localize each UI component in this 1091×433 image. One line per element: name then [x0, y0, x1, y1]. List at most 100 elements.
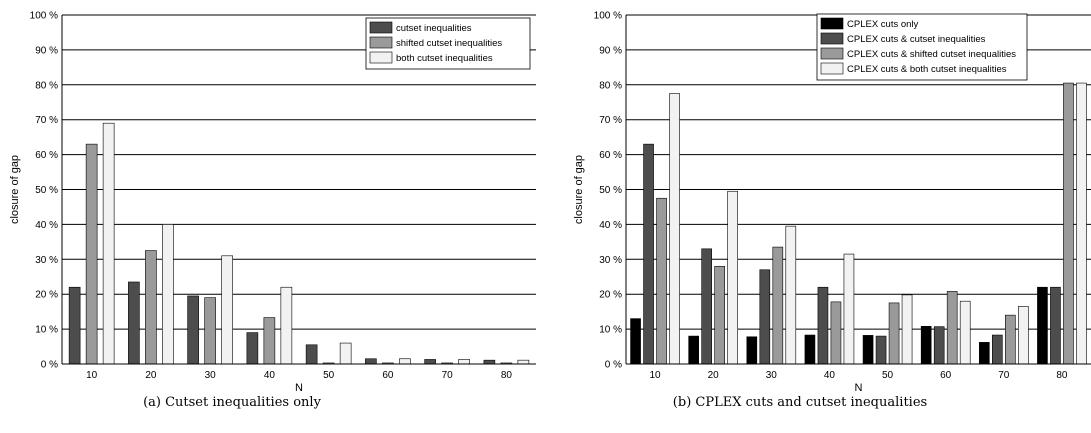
chart-a-legend: cutset inequalities shifted cutset inequa…: [365, 17, 531, 70]
chart-b-bar: [1050, 286, 1061, 365]
chart-b-ytick-label: 70 %: [599, 115, 622, 126]
chart-b-bar: [901, 294, 913, 365]
chart-b-bar: [630, 318, 641, 365]
chart-b-bar: [1063, 82, 1074, 365]
chart-a-bar: [339, 342, 352, 365]
chart-a-bar: [305, 344, 318, 365]
chart-b-bar: [701, 248, 712, 365]
chart-b-xlabel: N: [855, 382, 863, 394]
chart-b-bar: [959, 300, 971, 365]
chart-b-bar: [727, 190, 738, 365]
chart-b-xtick-label: 50: [882, 370, 894, 381]
chart-b-ytick-label: 20 %: [599, 290, 622, 301]
chart-b-bar: [830, 301, 842, 365]
chart-b-xtick-label: 70: [998, 370, 1010, 381]
chart-a-bar: [246, 332, 259, 365]
chart-a-xtick-label: 60: [382, 370, 394, 381]
chart-a-ytick-label: 80 %: [35, 80, 58, 91]
chart-b-xtick-label: 10: [650, 370, 662, 381]
chart-b-bar: [992, 334, 1003, 365]
chart-b-legend-swatch: [820, 62, 844, 75]
chart-a: 0 % 10 % 20 % 30 % 40 % 50 % 60 % 70 % 80 % 90 % 1…: [9, 11, 536, 394]
chart-b-bar: [804, 334, 816, 365]
chart-a-caption: (a) Cutset inequalities only: [143, 395, 322, 410]
chart-b-ytick-label: 80 %: [599, 80, 622, 91]
chart-a-ytick-label: 40 %: [35, 220, 58, 231]
chart-b-legend: CPLEX cuts only CPLEX cuts & cutset inequ…: [816, 13, 1028, 81]
chart-a-bar: [263, 317, 276, 365]
chart-b-bar: [1018, 306, 1029, 365]
chart-b-legend-swatch: [820, 47, 844, 60]
chart-b-bar: [862, 335, 874, 365]
chart-b-bar: [688, 335, 699, 365]
chart-a-legend-swatch: [369, 36, 393, 49]
chart-a-bar: [280, 286, 293, 365]
chart-a-bar: [102, 122, 115, 365]
chart-b-ylabel: closure of gap: [573, 155, 585, 224]
chart-b-bar: [933, 326, 945, 365]
chart-a-xtick-label: 10: [86, 370, 98, 381]
chart-a-ytick-label: 10 %: [35, 325, 58, 336]
chart-a-bar: [517, 359, 530, 365]
chart-b-bar: [643, 143, 654, 365]
chart-b-bar: [979, 342, 990, 365]
chart-b-bar: [920, 326, 932, 365]
chart-a-ytick-label: 60 %: [35, 150, 58, 161]
chart-b-caption: (b) CPLEX cuts and cutset inequalities: [673, 395, 927, 410]
chart-a-bar: [204, 297, 216, 365]
chart-a-bar: [365, 358, 377, 365]
chart-b-legend-label: CPLEX cuts & cutset inequalities: [847, 34, 986, 45]
chart-a-ytick-label: 20 %: [35, 290, 58, 301]
chart-b-bar: [817, 286, 829, 365]
chart-a-xlabel: N: [295, 382, 303, 394]
chart-b-xtick-label: 20: [708, 370, 720, 381]
chart-a-bar: [399, 358, 411, 365]
chart-b-bar: [843, 253, 855, 365]
chart-a-ylabel: closure of gap: [9, 155, 21, 224]
chart-b-legend-label: CPLEX cuts & both cutset inequalities: [847, 64, 1007, 75]
chart-a-xtick-label: 50: [323, 370, 335, 381]
chart-a-bar: [162, 224, 174, 365]
chart-a-legend-swatch: [369, 51, 393, 64]
chart-b-bar: [875, 335, 887, 365]
chart-b-bar: [746, 336, 758, 365]
chart-b-bar: [759, 269, 771, 365]
chart-b-bar: [1037, 286, 1048, 365]
chart-a-legend-box: [365, 17, 531, 70]
chart-a-legend-label: cutset inequalities: [396, 23, 472, 34]
chart-b-legend-label: CPLEX cuts & shifted cutset inequalities: [847, 49, 1016, 60]
chart-b-xtick-label: 40: [824, 370, 836, 381]
chart-b-legend-box: [816, 13, 1028, 81]
chart-b-bar: [714, 265, 725, 365]
chart-a-ytick-label: 0 %: [41, 360, 58, 371]
chart-a-ytick-label: 100 %: [30, 11, 58, 22]
chart-b-bar: [946, 291, 958, 365]
chart-a-bar: [424, 359, 436, 365]
chart-a-bar: [128, 281, 140, 365]
chart-b-ytick-label: 60 %: [599, 150, 622, 161]
chart-a-xtick-label: 20: [145, 370, 157, 381]
chart-a-bar: [145, 250, 157, 365]
chart-b-ytick-label: 50 %: [599, 185, 622, 196]
chart-b-ytick-label: 10 %: [599, 325, 622, 336]
chart-b-legend-label: CPLEX cuts only: [847, 19, 919, 30]
chart-a-xtick-label: 70: [442, 370, 454, 381]
chart-b-xtick-label: 60: [940, 370, 952, 381]
chart-a-ytick-label: 90 %: [35, 45, 58, 56]
chart-a-bar: [68, 286, 81, 365]
chart-b-ytick-label: 30 %: [599, 255, 622, 266]
chart-a-xtick-label: 40: [264, 370, 276, 381]
chart-b-bar: [785, 225, 797, 365]
chart-a-bar: [483, 359, 496, 365]
chart-b: 0 % 10 % 20 % 30 % 40 % 50 % 60 % 70 % 80 % 90 % 1…: [573, 11, 1091, 394]
chart-a-ytick-label: 30 %: [35, 255, 58, 266]
chart-a-bar: [85, 143, 98, 365]
chart-b-ytick-label: 90 %: [599, 45, 622, 56]
chart-a-ytick-label: 70 %: [35, 115, 58, 126]
chart-b-xtick-label: 80: [1056, 370, 1068, 381]
chart-b-xtick-label: 30: [766, 370, 778, 381]
chart-a-bar: [187, 295, 199, 365]
chart-b-ytick-label: 40 %: [599, 220, 622, 231]
chart-b-ytick-label: 0 %: [605, 360, 622, 371]
